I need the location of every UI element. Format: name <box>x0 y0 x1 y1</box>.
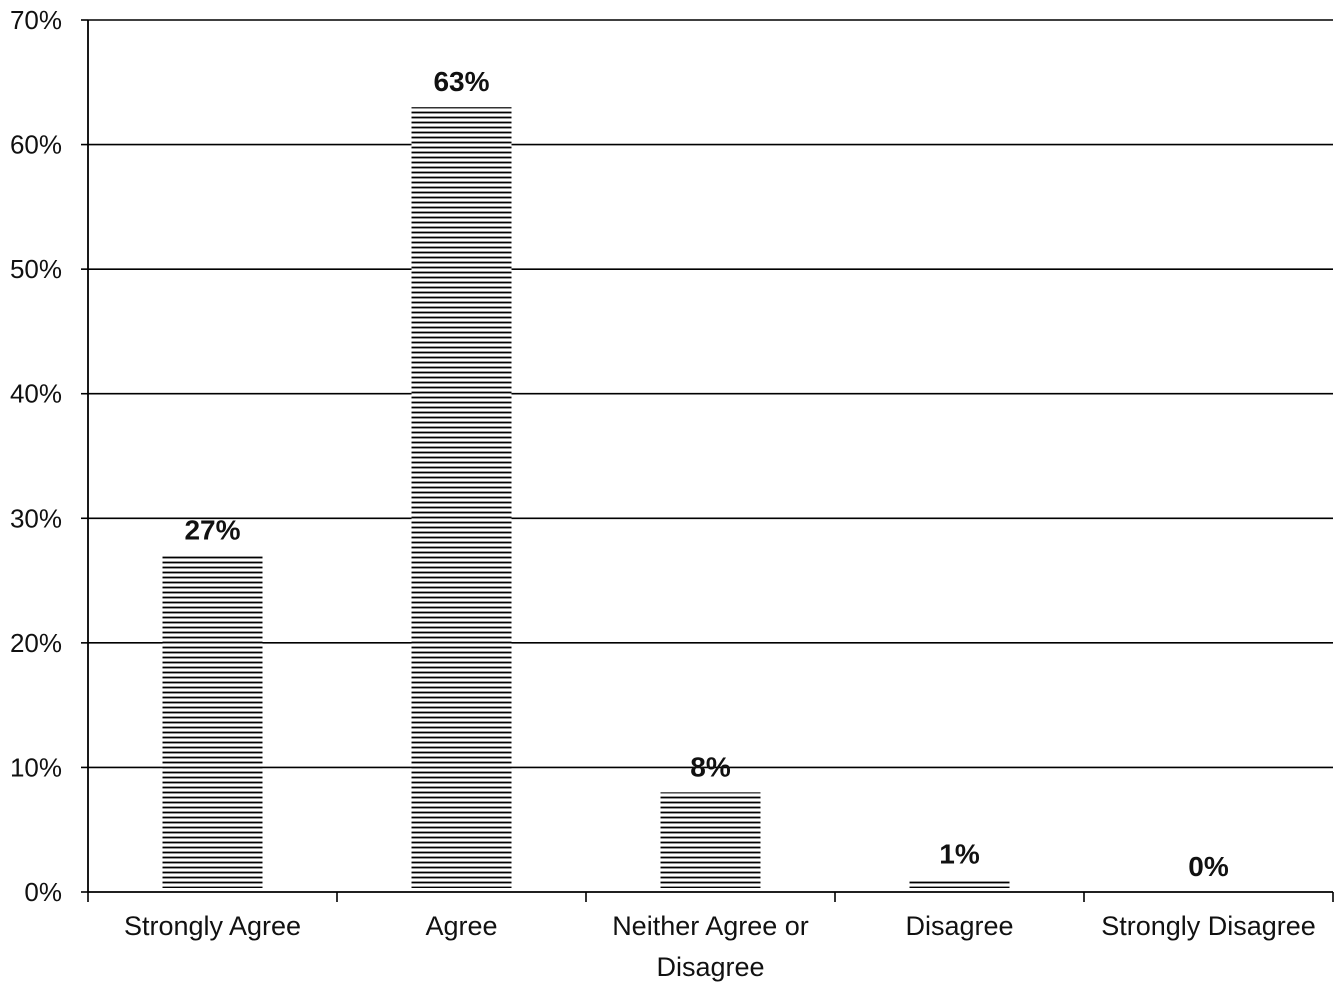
data-label: 63% <box>433 66 489 97</box>
x-category-label: Strongly Disagree <box>1101 911 1316 941</box>
bar <box>660 792 761 888</box>
data-label: 0% <box>1188 851 1229 882</box>
y-tick-label: 30% <box>10 503 62 533</box>
x-category-label: Strongly Agree <box>124 911 301 941</box>
bar <box>411 107 512 888</box>
y-tick-label: 70% <box>10 5 62 35</box>
data-label: 8% <box>690 751 731 782</box>
y-tick-label: 10% <box>10 752 62 782</box>
y-tick-label: 0% <box>24 877 62 907</box>
bar <box>909 879 1010 888</box>
y-tick-label: 60% <box>10 130 62 160</box>
x-category-label: Disagree <box>656 952 764 982</box>
data-label: 27% <box>184 515 240 546</box>
bar <box>162 555 263 888</box>
x-category-label: Disagree <box>905 911 1013 941</box>
data-label: 1% <box>939 839 980 870</box>
x-category-label: Agree <box>425 911 497 941</box>
x-category-label: Neither Agree or <box>612 911 809 941</box>
y-tick-label: 40% <box>10 379 62 409</box>
y-tick-label: 20% <box>10 628 62 658</box>
y-tick-label: 50% <box>10 254 62 284</box>
